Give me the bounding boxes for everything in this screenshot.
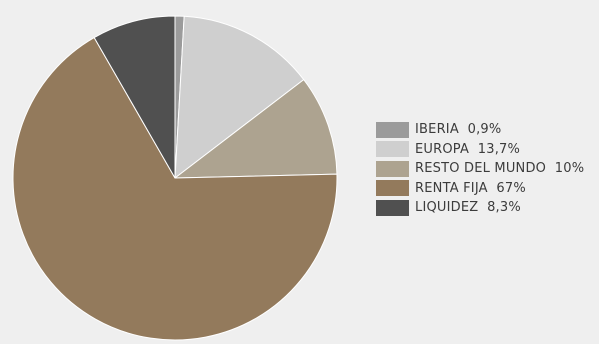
legend-label-iberia: IBERIA 0,9%: [415, 122, 502, 137]
legend-label-liquidez: LIQUIDEZ 8,3%: [415, 200, 521, 216]
pie-slice-resto-del-mundo: [174, 79, 338, 179]
legend-item-iberia: IBERIA 0,9%: [376, 120, 584, 139]
pie-slices: [12, 15, 338, 341]
legend-item-liquidez: LIQUIDEZ 8,3%: [376, 198, 584, 217]
legend: IBERIA 0,9% EUROPA 13,7% RESTO DEL MUNDO…: [376, 120, 584, 218]
legend-label-resto-del-mundo: RESTO DEL MUNDO 10%: [415, 161, 585, 177]
legend-item-europa: EUROPA 13,7%: [376, 140, 584, 159]
legend-label-renta-fija: RENTA FIJA 67%: [415, 180, 526, 196]
pie-slice-europa: [174, 15, 305, 179]
legend-item-renta-fija: RENTA FIJA 67%: [376, 179, 584, 198]
legend-swatch-renta-fija: [376, 180, 409, 197]
legend-swatch-iberia: [376, 121, 409, 138]
legend-swatch-europa: [376, 141, 409, 158]
legend-swatch-liquidez: [376, 199, 409, 216]
legend-label-europa: EUROPA 13,7%: [415, 141, 521, 157]
legend-swatch-resto-del-mundo: [376, 160, 409, 177]
pie-slice-liquidez: [93, 15, 176, 179]
legend-item-resto-del-mundo: RESTO DEL MUNDO 10%: [376, 159, 584, 178]
pie-slice-renta-fija: [12, 37, 338, 341]
